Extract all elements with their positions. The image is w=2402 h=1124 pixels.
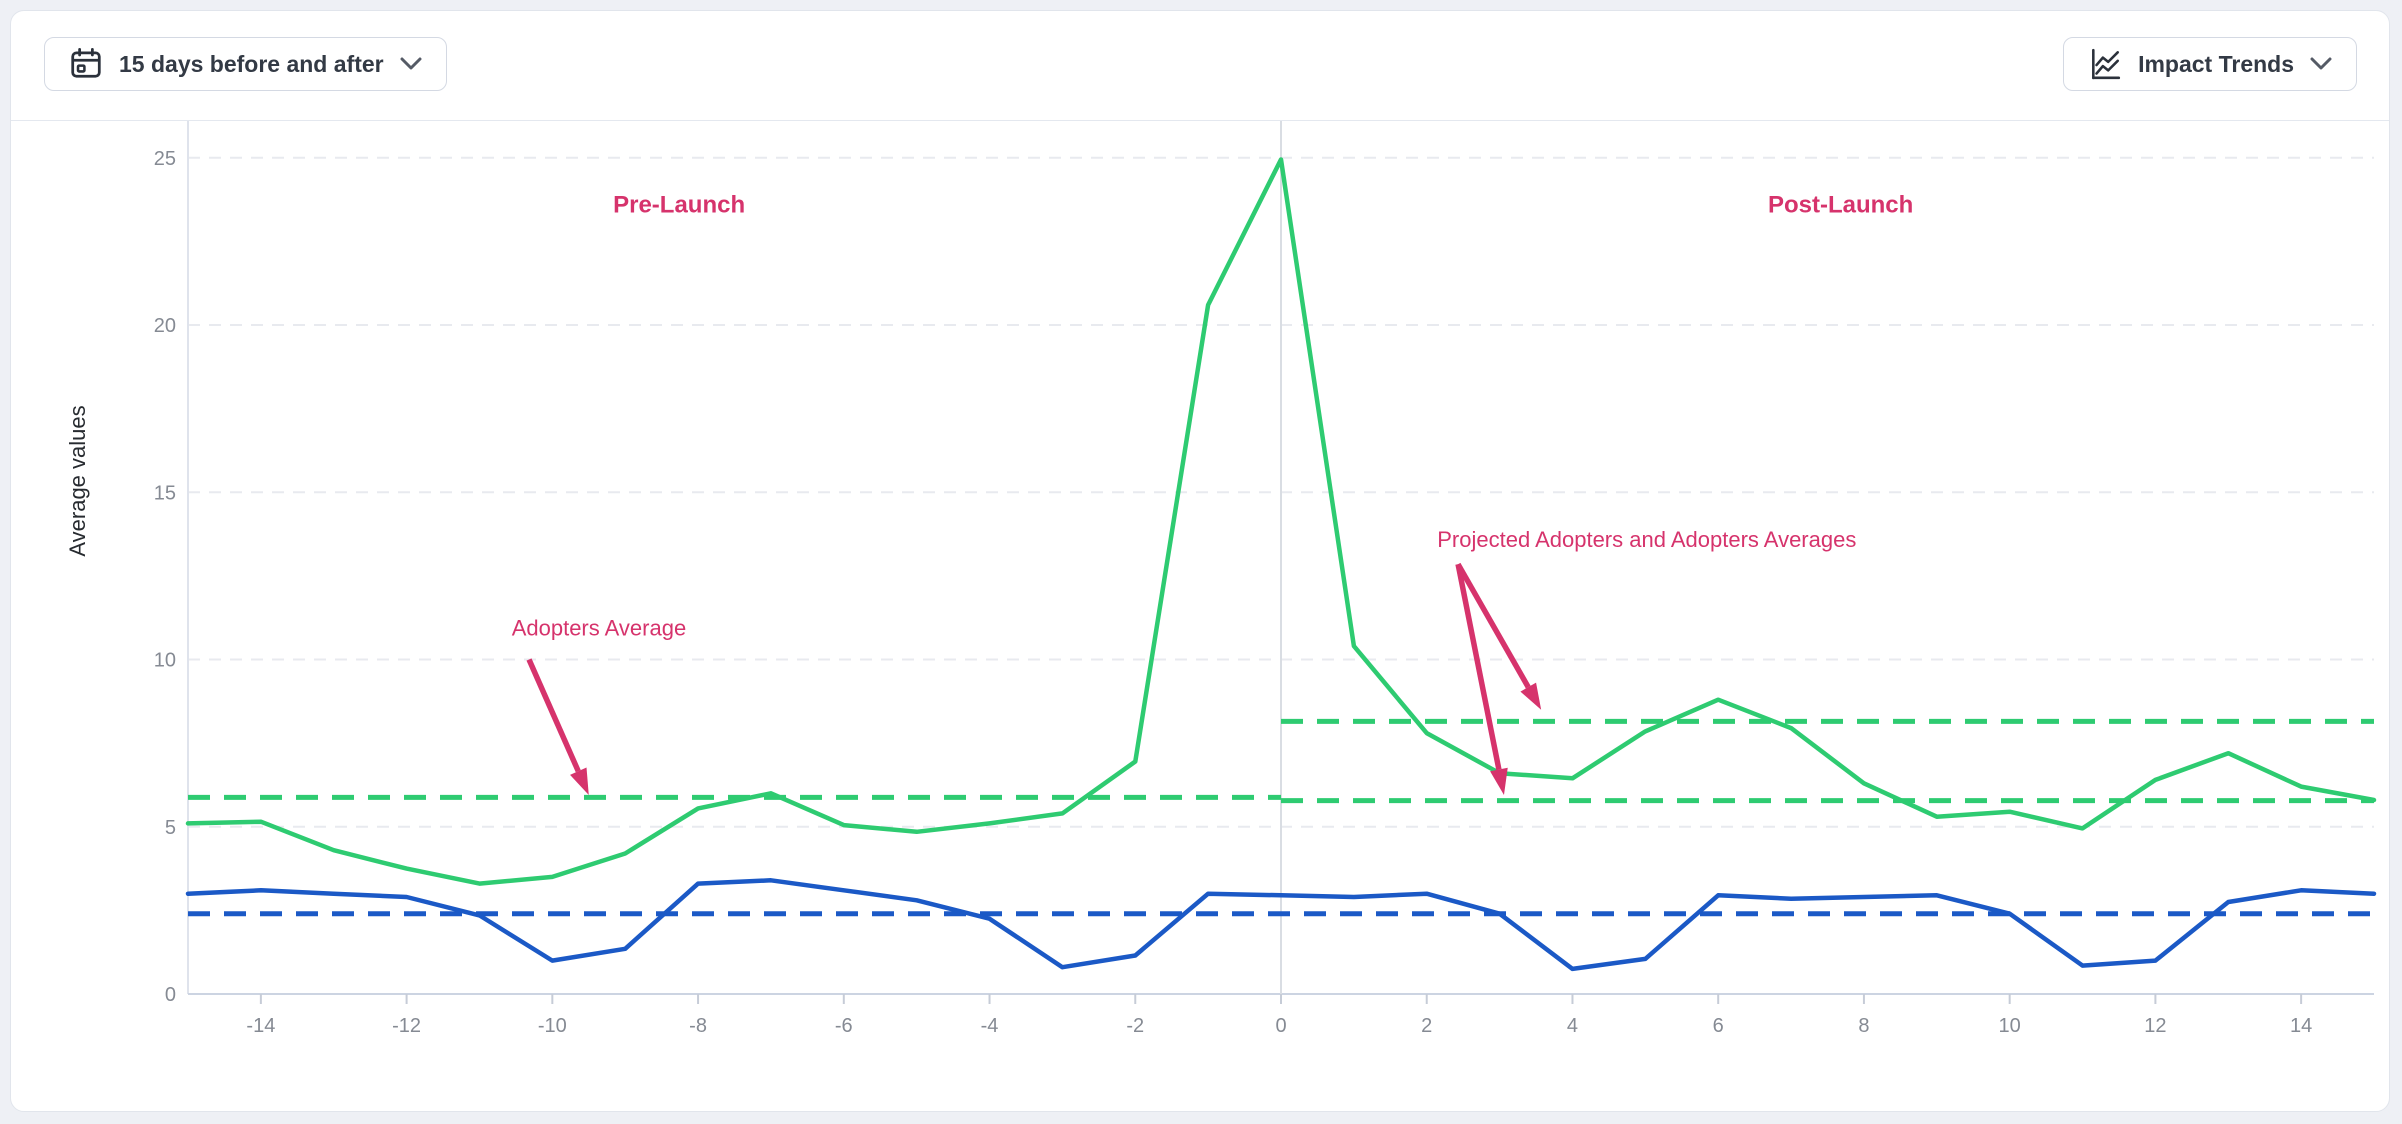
annotation-adopters-average: Adopters Average xyxy=(512,616,687,641)
y-axis-title: Average values xyxy=(65,405,90,556)
x-tick-label: 6 xyxy=(1713,1015,1724,1037)
x-tick-label: -10 xyxy=(538,1015,567,1037)
y-tick-label: 10 xyxy=(154,650,176,672)
y-tick-label: 20 xyxy=(154,315,176,337)
dashboard-card: 15 days before and after Impact Trends xyxy=(10,10,2390,1112)
chevron-down-icon xyxy=(400,57,422,71)
date-range-button[interactable]: 15 days before and after xyxy=(44,37,447,91)
x-tick-label: -4 xyxy=(981,1015,999,1037)
annotation-arrow xyxy=(526,658,581,773)
x-tick-label: -8 xyxy=(689,1015,707,1037)
impact-trends-chart: -14 -12 -10 -8 -6 -4 -2 0 2 4 6 8 10 12 14 0 5 10 15 20 25 Av… xyxy=(65,121,2377,1037)
annotation-arrowhead xyxy=(1520,682,1542,710)
impact-trends-label: Impact Trends xyxy=(2138,50,2294,77)
x-tick-label: 14 xyxy=(2290,1015,2312,1037)
x-tick-label: -14 xyxy=(246,1015,275,1037)
x-tick-label: 8 xyxy=(1858,1015,1869,1037)
impact-trends-button[interactable]: Impact Trends xyxy=(2063,37,2357,91)
annotation-post-launch: Post-Launch xyxy=(1768,192,1913,219)
annotation-pre-launch: Pre-Launch xyxy=(613,192,745,219)
x-tick-label: 0 xyxy=(1275,1015,1286,1037)
x-tick-label: -2 xyxy=(1126,1015,1144,1037)
calendar-icon xyxy=(69,47,103,81)
green_line xyxy=(185,157,2377,886)
y-tick-label: 15 xyxy=(154,482,176,504)
y-tick-label: 25 xyxy=(154,148,176,170)
x-tick-label: -6 xyxy=(835,1015,853,1037)
chart-area: -14 -12 -10 -8 -6 -4 -2 0 2 4 6 8 10 12 14 0 5 10 15 20 25 Av… xyxy=(11,120,2389,1111)
date-range-label: 15 days before and after xyxy=(119,50,384,77)
y-tick-label: 5 xyxy=(165,817,176,839)
x-tick-label: 2 xyxy=(1421,1015,1432,1037)
annotation-arrowhead xyxy=(570,767,589,795)
x-tick-label: -12 xyxy=(392,1015,421,1037)
annotation-arrow xyxy=(1455,563,1502,771)
annotation-arrowhead xyxy=(1490,767,1508,795)
line-chart-icon xyxy=(2088,47,2122,81)
blue_line xyxy=(185,878,2377,972)
annotation-arrow xyxy=(1455,562,1531,689)
x-tick-label: 4 xyxy=(1567,1015,1578,1037)
y-tick-label: 0 xyxy=(165,984,176,1006)
toolbar: 15 days before and after Impact Trends xyxy=(11,11,2389,120)
x-tick-label: 12 xyxy=(2144,1015,2166,1037)
annotation-projected-and-adopters-averages: Projected Adopters and Adopters Averages xyxy=(1437,527,1856,552)
x-tick-label: 10 xyxy=(1999,1015,2021,1037)
chevron-down-icon xyxy=(2310,57,2332,71)
